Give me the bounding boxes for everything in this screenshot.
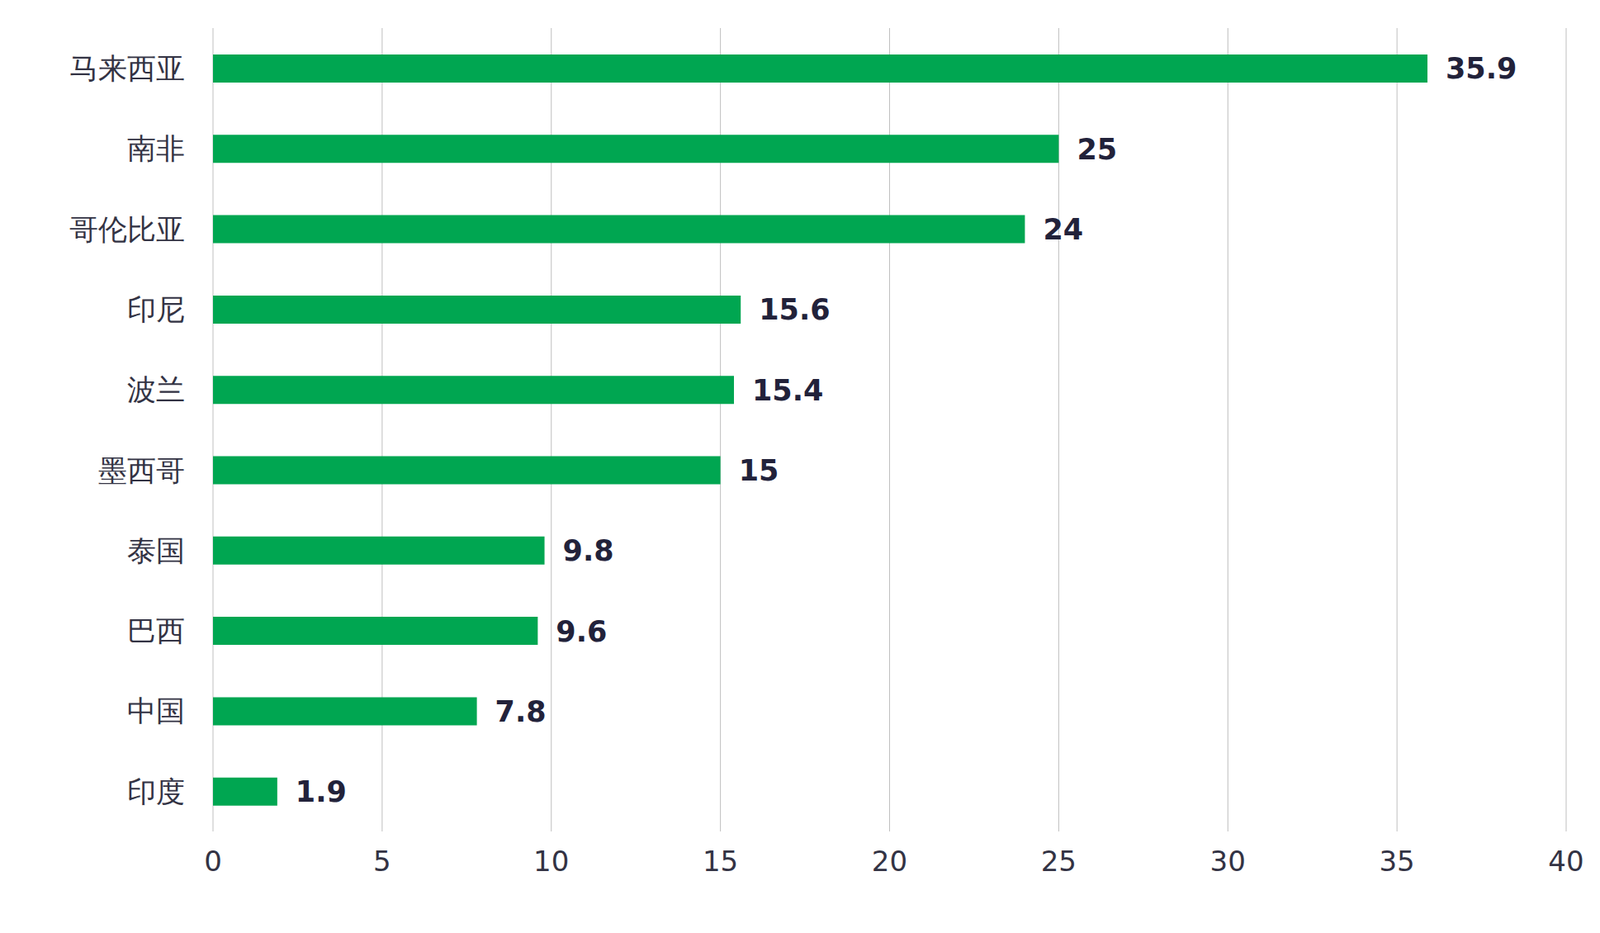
- svg-text:25: 25: [1041, 844, 1077, 878]
- svg-text:15.4: 15.4: [752, 373, 824, 408]
- svg-text:24: 24: [1042, 213, 1084, 247]
- svg-text:15: 15: [702, 844, 739, 878]
- svg-text:15: 15: [738, 454, 780, 488]
- svg-text:9.6: 9.6: [555, 615, 607, 649]
- svg-text:30: 30: [1210, 844, 1246, 878]
- svg-text:马来西亚: 马来西亚: [69, 52, 185, 86]
- svg-text:南非: 南非: [127, 132, 185, 166]
- svg-text:1.9: 1.9: [295, 775, 347, 809]
- svg-text:波兰: 波兰: [127, 373, 185, 407]
- svg-text:印度: 印度: [127, 775, 185, 809]
- svg-text:墨西哥: 墨西哥: [98, 454, 185, 488]
- svg-text:25: 25: [1076, 132, 1118, 166]
- svg-text:哥伦比亚: 哥伦比亚: [69, 213, 185, 247]
- svg-text:35.9: 35.9: [1445, 52, 1517, 86]
- svg-text:0: 0: [203, 844, 223, 878]
- svg-text:5: 5: [373, 844, 392, 878]
- svg-text:7.8: 7.8: [495, 695, 547, 729]
- svg-text:20: 20: [871, 844, 908, 878]
- svg-text:泰国: 泰国: [127, 534, 185, 568]
- svg-text:9.8: 9.8: [563, 534, 615, 568]
- svg-text:巴西: 巴西: [127, 614, 185, 648]
- svg-text:15.6: 15.6: [758, 293, 830, 327]
- svg-text:印尼: 印尼: [127, 293, 185, 327]
- svg-text:35: 35: [1378, 844, 1415, 878]
- svg-text:10: 10: [533, 844, 569, 878]
- svg-text:40: 40: [1547, 844, 1584, 878]
- svg-text:中国: 中国: [127, 694, 185, 728]
